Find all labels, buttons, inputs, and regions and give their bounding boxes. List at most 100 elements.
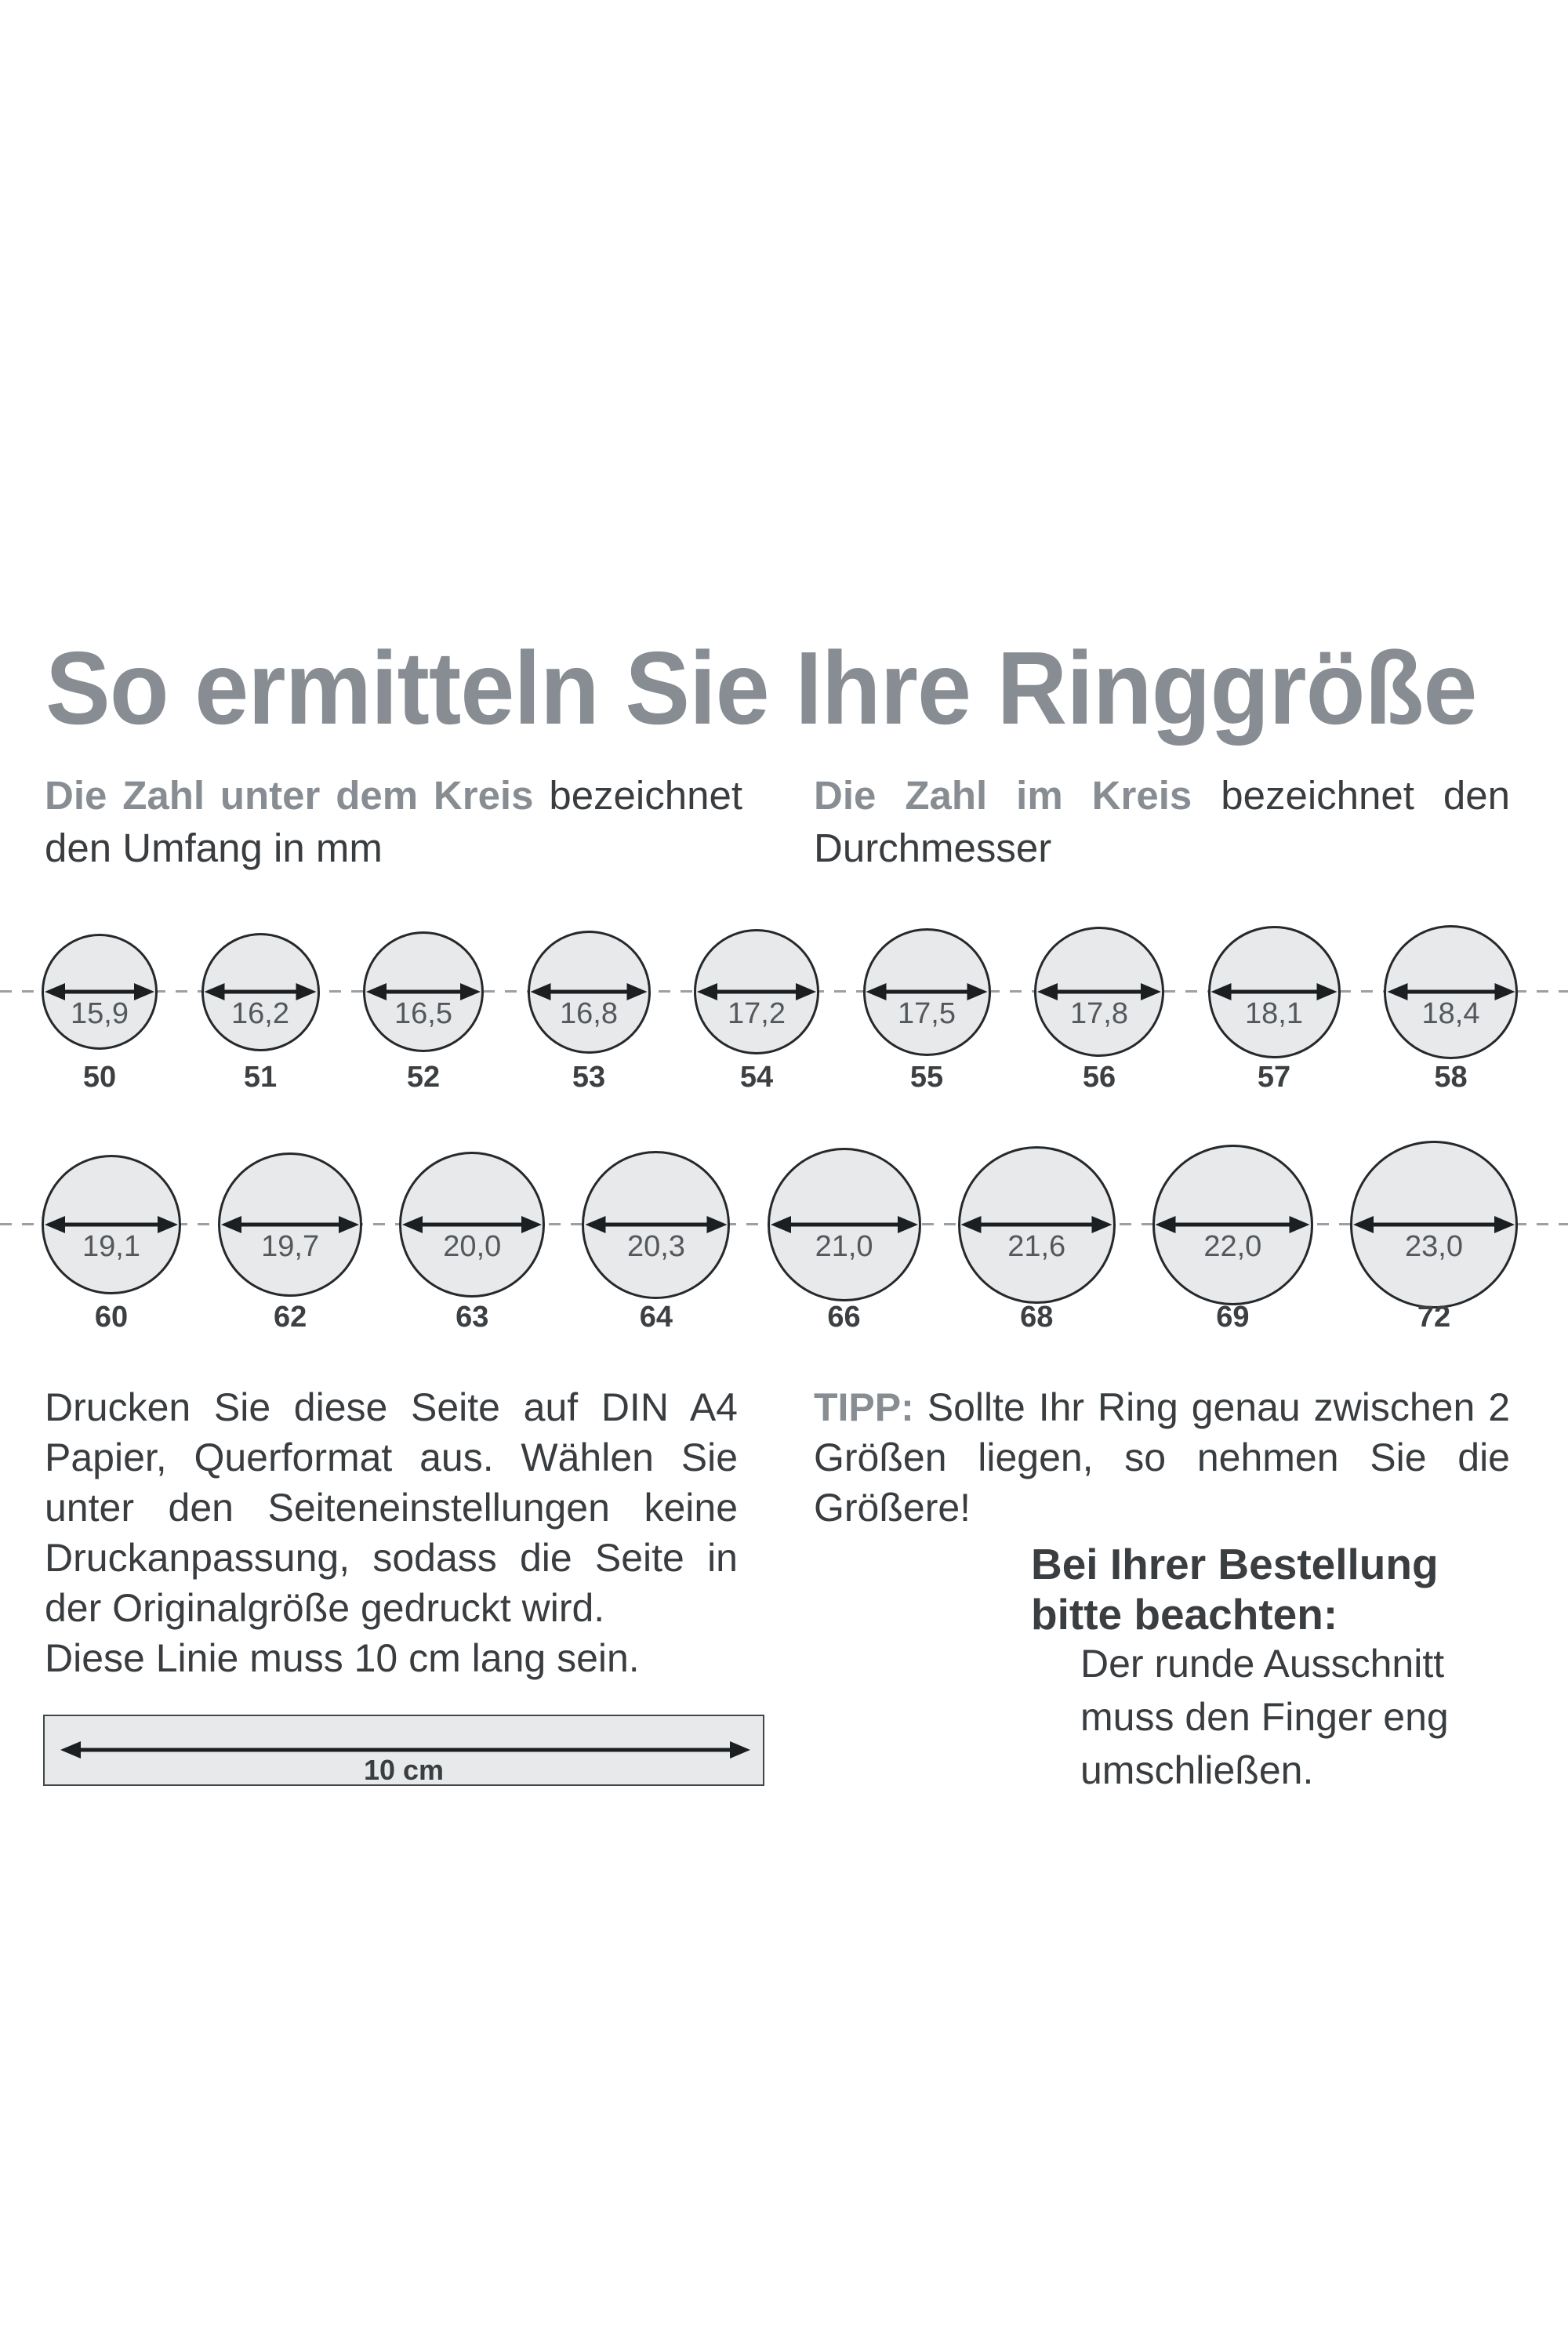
circumference-label: 50 [82,1061,117,1094]
circumference-label: 63 [456,1301,489,1334]
ring-size-circle: 23,0 [1349,1141,1518,1308]
legend-diameter-lead: Die Zahl im Kreis [814,773,1192,818]
circumference-label: 72 [1417,1301,1451,1334]
diameter-label: 17,5 [898,997,956,1030]
circumference-label: 68 [1020,1301,1054,1334]
ring-size-cell: 17,2 54 [694,924,819,1092]
circumference-label: 66 [827,1301,861,1334]
ring-size-cell: 20,3 64 [582,1141,731,1332]
circumference-label: 64 [639,1301,673,1334]
circumference-label: 56 [1082,1061,1116,1094]
ring-size-cell: 16,5 52 [363,924,484,1092]
ring-size-circle: 17,2 [694,929,819,1054]
ring-size-circle: 15,9 [42,934,158,1050]
size-row-50-58: 15,9 50 16,2 51 16,5 52 16,8 53 17,2 54 17,5 55 17,8… [42,924,1518,1092]
ring-size-cell: 23,0 72 [1349,1141,1518,1332]
print-instructions-paragraph: Drucken Sie diese Seite auf DIN A4 Papie… [45,1385,738,1630]
order-note-heading: Bei Ihrer Bestellung bitte beachten: [1031,1540,1439,1639]
ten-cm-ruler: 10 cm [43,1715,764,1786]
line-length-note: Diese Linie muss 10 cm lang sein. [45,1636,640,1680]
double-arrow-icon [402,1216,543,1233]
diameter-label: 18,1 [1245,997,1303,1030]
diameter-label: 21,0 [815,1230,873,1263]
order-note-body: Der runde Ausschnitt muss den Finger eng… [1080,1642,1449,1792]
double-arrow-icon [1387,983,1515,1000]
ring-size-cell: 21,6 68 [957,1141,1116,1332]
circumference-label: 69 [1216,1301,1250,1334]
tip-paragraph: TIPP: Sollte Ihr Ring genau zwischen 2 G… [814,1382,1510,1533]
ring-size-cell: 19,1 60 [42,1141,181,1332]
double-arrow-icon [770,1216,918,1233]
diameter-label: 19,7 [261,1230,320,1263]
double-arrow-icon [60,1741,750,1759]
ring-size-circle: 18,4 [1384,924,1518,1059]
double-arrow-icon [530,983,648,1000]
double-arrow-icon [221,1216,360,1233]
ring-size-circle: 19,7 [218,1152,363,1297]
double-arrow-icon [45,983,154,1000]
circumference-label: 58 [1434,1061,1468,1094]
ring-size-circle: 22,0 [1152,1144,1313,1305]
diameter-label: 18,4 [1421,997,1480,1030]
double-arrow-icon [1155,1216,1310,1233]
double-arrow-icon [960,1216,1112,1233]
ring-size-cell: 22,0 69 [1152,1141,1313,1332]
legend-circumference: Die Zahl unter dem Kreis bezeichnet den … [45,769,742,874]
ring-size-circle: 16,8 [527,930,651,1054]
double-arrow-icon [585,1216,728,1233]
ring-size-circle: 20,0 [399,1152,546,1298]
ring-size-cell: 20,0 63 [399,1141,546,1332]
ring-size-circle: 17,5 [862,927,991,1056]
ring-size-circle: 21,6 [957,1145,1116,1304]
ring-size-circle: 18,1 [1207,925,1341,1058]
diameter-label: 16,8 [560,997,618,1030]
double-arrow-icon [1210,983,1338,1000]
ring-size-cell: 18,4 58 [1384,924,1518,1092]
legend-circumference-text: bezeichnet den Umfang in mm [45,773,743,870]
diameter-label: 22,0 [1203,1230,1262,1263]
ring-size-cell: 16,8 53 [527,924,651,1092]
legend-diameter-text: bezeichnet den Durchmesser [814,773,1510,870]
double-arrow-icon [366,983,481,1000]
ring-size-cell: 17,8 56 [1034,924,1164,1092]
size-row-60-72: 19,1 60 19,7 62 20,0 63 20,3 64 21,0 66 21,6 68 22,0… [42,1141,1518,1332]
circumference-label: 60 [94,1301,129,1334]
diameter-label: 20,0 [443,1230,502,1263]
circumference-label: 54 [739,1061,774,1094]
tip-text: Sollte Ihr Ring genau zwischen 2 Größen … [814,1385,1510,1530]
ring-size-cell: 16,2 51 [201,924,320,1092]
circumference-label: 55 [909,1061,944,1094]
ruler-label: 10 cm [363,1754,445,1786]
circumference-label: 62 [274,1301,307,1334]
print-instructions: Drucken Sie diese Seite auf DIN A4 Papie… [45,1382,738,1683]
ring-size-cell: 17,5 55 [862,924,991,1092]
legend-diameter: Die Zahl im Kreis bezeichnet den Durchme… [814,769,1510,874]
ring-size-cell: 15,9 50 [42,924,158,1092]
diameter-label: 16,5 [394,997,452,1030]
double-arrow-icon [697,983,816,1000]
diameter-label: 17,8 [1070,997,1128,1030]
tip-lead: TIPP: [814,1385,914,1429]
ring-size-cell: 19,7 62 [218,1141,363,1332]
diameter-label: 20,3 [626,1230,685,1263]
diameter-label: 19,1 [82,1230,140,1263]
ring-size-circle: 17,8 [1034,927,1164,1057]
circumference-label: 52 [406,1061,441,1094]
diameter-label: 15,9 [71,997,129,1030]
diameter-label: 16,2 [231,997,289,1030]
diameter-label: 21,6 [1007,1230,1066,1263]
legend-circumference-lead: Die Zahl unter dem Kreis [45,773,534,818]
double-arrow-icon [1037,983,1161,1000]
double-arrow-icon [204,983,317,1000]
ring-size-circle: 16,2 [201,932,320,1051]
double-arrow-icon [1352,1216,1515,1233]
double-arrow-icon [45,1216,178,1233]
circumference-label: 57 [1257,1061,1291,1094]
ring-size-circle: 19,1 [42,1155,181,1294]
double-arrow-icon [866,983,988,1000]
circumference-label: 53 [572,1061,606,1094]
diameter-label: 17,2 [728,997,786,1030]
diameter-label: 23,0 [1405,1230,1463,1263]
ring-size-cell: 18,1 57 [1207,924,1341,1092]
